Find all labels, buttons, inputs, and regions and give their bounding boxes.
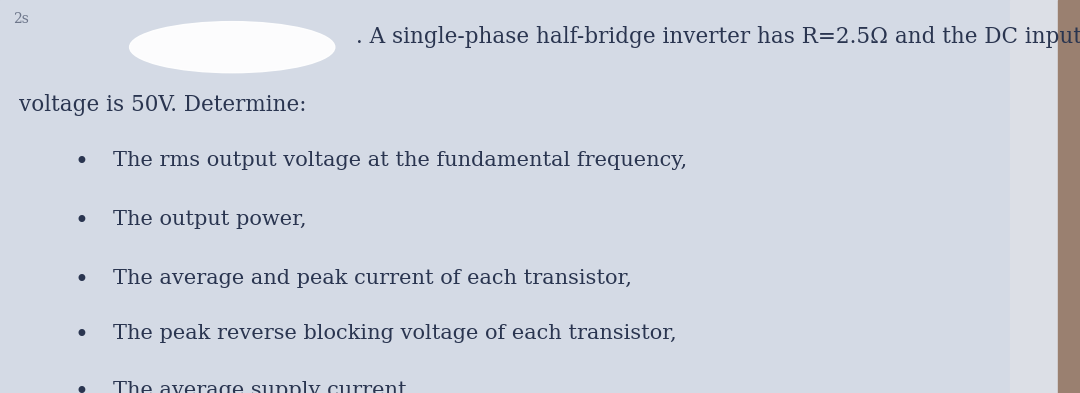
Text: •: • [75, 269, 87, 292]
Text: 2s: 2s [13, 12, 29, 26]
Bar [1010, 0, 1058, 393]
Ellipse shape [130, 22, 335, 73]
Text: The peak reverse blocking voltage of each transistor,: The peak reverse blocking voltage of eac… [113, 324, 677, 343]
Text: •: • [75, 151, 87, 174]
Text: . A single-phase half-bridge inverter has R=2.5Ω and the DC input: . A single-phase half-bridge inverter ha… [356, 26, 1080, 48]
Text: voltage is 50V. Determine:: voltage is 50V. Determine: [19, 94, 307, 116]
Text: The average supply current.: The average supply current. [113, 381, 414, 393]
Bar [1058, 0, 1080, 393]
Text: •: • [75, 324, 87, 347]
Text: •: • [75, 210, 87, 233]
Text: The output power,: The output power, [113, 210, 307, 229]
Text: •: • [75, 381, 87, 393]
Text: The rms output voltage at the fundamental frequency,: The rms output voltage at the fundamenta… [113, 151, 688, 170]
Text: The average and peak current of each transistor,: The average and peak current of each tra… [113, 269, 632, 288]
